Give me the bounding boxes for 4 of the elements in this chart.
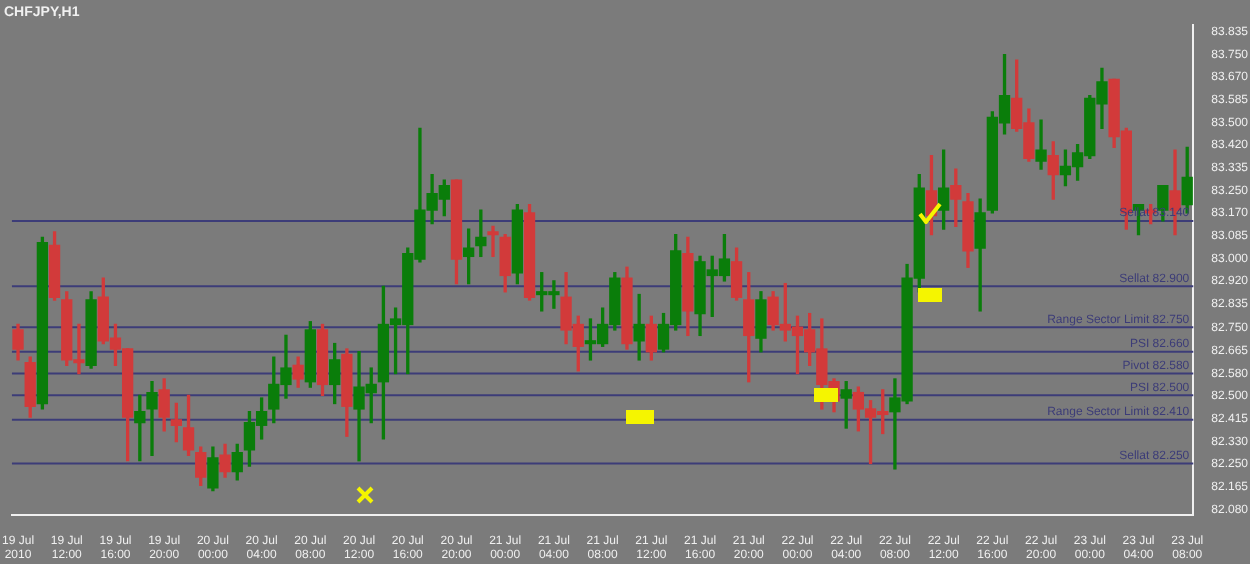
candlestick	[633, 293, 645, 361]
candlestick	[1035, 119, 1047, 170]
candlestick	[146, 381, 158, 456]
candlestick	[487, 225, 499, 258]
